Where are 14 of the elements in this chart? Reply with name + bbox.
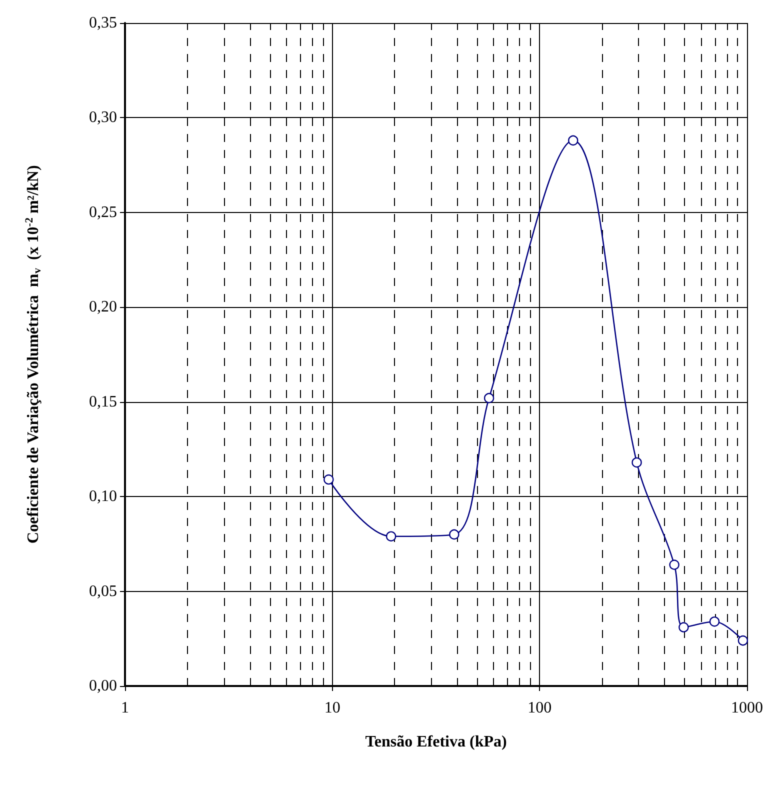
y-tick-label: 0,05 <box>89 582 117 600</box>
x-tick-label: 10 <box>324 700 340 716</box>
y-tick-label: 0,20 <box>89 298 117 316</box>
y-tick-label: 0,25 <box>89 204 117 221</box>
y-axis-title: Coeficiente de Variação Volumétrica mv (x 10-2 m²/kN) <box>24 165 44 544</box>
y-tick-label: 0,10 <box>89 488 117 506</box>
x-tick-label: 1 <box>121 700 129 716</box>
x-tick-label: 100 <box>528 700 552 716</box>
y-tick-label: 0,30 <box>89 109 117 126</box>
x-axis-title: Tensão Efetiva (kPa) <box>365 734 507 750</box>
y-tick-label: 0,35 <box>89 14 117 32</box>
y-tick-label: 0,00 <box>89 678 117 694</box>
y-tick-label: 0,15 <box>89 393 117 410</box>
x-tick-label: 1000 <box>731 700 763 716</box>
